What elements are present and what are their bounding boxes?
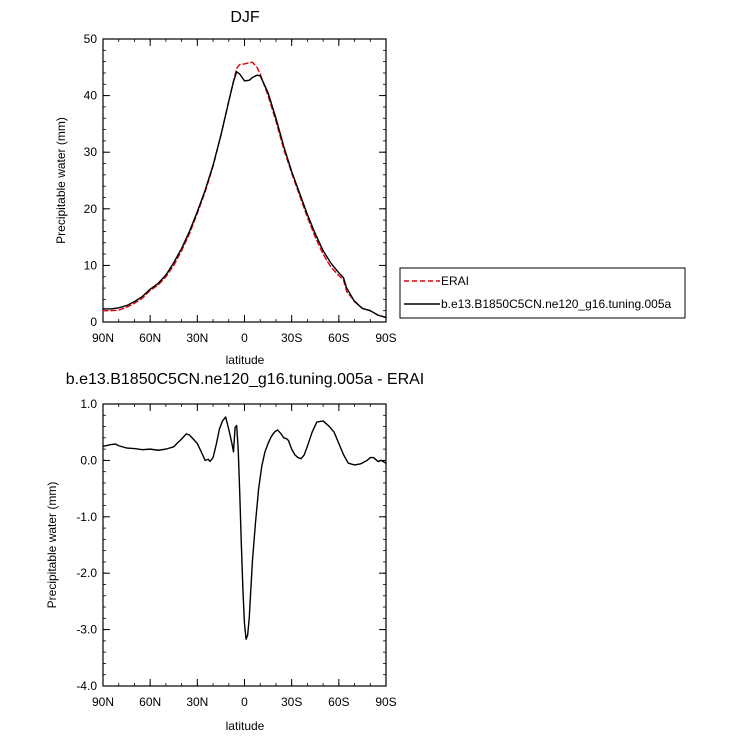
x-axis-ticks: 90N 60N 30N 0 30S 60S 90S xyxy=(92,39,397,345)
series-lines xyxy=(102,61,387,319)
y-tick-label: -4.0 xyxy=(76,679,97,693)
x-tick-label: 90S xyxy=(375,331,396,345)
y-tick-label: 20 xyxy=(84,202,98,216)
y-tick-label: 30 xyxy=(84,145,98,159)
plot-frame xyxy=(102,403,387,687)
series-line-b-e13-b1850c5cn-ne120-g16-tuning-005a xyxy=(102,71,387,319)
y-tick-label: 0 xyxy=(90,315,97,329)
legend-box xyxy=(399,267,686,319)
chart-title: DJF xyxy=(230,9,260,26)
x-tick-label: 60S xyxy=(328,331,349,345)
climatology-panel: DJF 0 10 20 30 40 50 90N 60N 30N 0 30S 60S 90S lati… xyxy=(54,9,686,367)
y-axis-label: Precipitable water (mm) xyxy=(54,117,68,244)
y-axis-ticks: 1.0 0.0 -1.0 -2.0 -3.0 -4.0 xyxy=(76,397,386,693)
y-tick-label: -3.0 xyxy=(76,623,97,637)
x-tick-label: 60S xyxy=(328,695,349,709)
y-tick-label: 40 xyxy=(84,89,98,103)
x-axis-label: latitude xyxy=(226,353,265,367)
x-tick-label: 60N xyxy=(139,331,161,345)
y-tick-label: 0.0 xyxy=(80,453,97,467)
legend: ERAI b.e13.B1850C5CN.ne120_g16.tuning.00… xyxy=(399,267,686,319)
x-tick-label: 90N xyxy=(92,331,114,345)
x-tick-label: 30S xyxy=(281,331,302,345)
x-tick-label: 0 xyxy=(241,331,248,345)
x-tick-label: 90N xyxy=(92,695,114,709)
y-tick-label: 10 xyxy=(84,258,98,272)
y-tick-label: -2.0 xyxy=(76,566,97,580)
x-tick-label: 0 xyxy=(241,695,248,709)
y-axis-label: Precipitable water (mm) xyxy=(45,482,59,609)
legend-label-model: b.e13.B1850C5CN.ne120_g16.tuning.005a xyxy=(441,297,672,311)
y-tick-label: 50 xyxy=(84,32,98,46)
x-tick-label: 30N xyxy=(186,695,208,709)
x-tick-label: 30S xyxy=(281,695,302,709)
x-tick-label: 90S xyxy=(375,695,396,709)
series-line-difference xyxy=(102,416,387,640)
y-tick-label: 1.0 xyxy=(80,397,97,411)
x-axis-ticks: 90N 60N 30N 0 30S 60S 90S xyxy=(92,404,397,709)
legend-label-erai: ERAI xyxy=(441,274,469,288)
series-line-erai xyxy=(102,61,387,319)
y-tick-label: -1.0 xyxy=(76,510,97,524)
series-lines xyxy=(102,416,387,640)
x-tick-label: 60N xyxy=(139,695,161,709)
chart-title: b.e13.B1850C5CN.ne120_g16.tuning.005a - … xyxy=(66,371,424,388)
y-axis-ticks: 0 10 20 30 40 50 xyxy=(84,32,386,329)
x-tick-label: 30N xyxy=(186,331,208,345)
difference-panel: b.e13.B1850C5CN.ne120_g16.tuning.005a - … xyxy=(45,371,424,733)
x-axis-label: latitude xyxy=(226,719,265,733)
